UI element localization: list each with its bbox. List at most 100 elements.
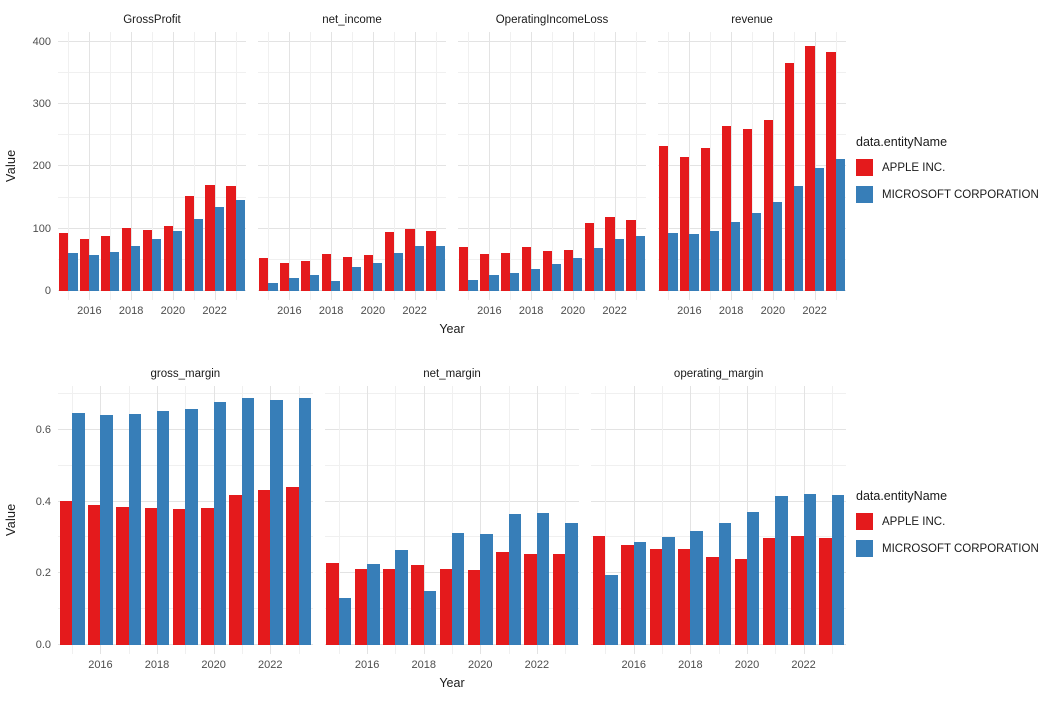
bar-microsoft-2022 bbox=[214, 206, 224, 291]
bar-microsoft-2017 bbox=[662, 537, 675, 645]
facet-OperatingIncomeLoss: OperatingIncomeLoss 2016 2018 2020 2022 bbox=[458, 8, 646, 320]
panel-net_margin bbox=[324, 386, 580, 654]
bar-apple-2017 bbox=[116, 506, 129, 645]
gridline-major bbox=[480, 386, 482, 654]
gridline-major bbox=[614, 32, 616, 300]
y-axis-title: Value bbox=[4, 149, 18, 183]
bar-apple-2019 bbox=[172, 509, 186, 645]
facets-row-margins: gross_margin 2016 2018 2020 2022 net_margin 20… bbox=[58, 362, 847, 674]
bar-apple-2022 bbox=[791, 536, 804, 645]
legend-label-apple: APPLE INC. bbox=[882, 161, 946, 174]
gridline-minor bbox=[310, 32, 312, 300]
legend: data.entityName APPLE INC. MICROSOFT COR… bbox=[856, 135, 1064, 213]
x-tick-label: 2018 bbox=[518, 305, 544, 317]
bar-apple-2023 bbox=[552, 554, 566, 645]
x-tick-label: 2022 bbox=[791, 659, 816, 671]
x-tick-label: 2018 bbox=[318, 305, 344, 317]
bar-apple-2021 bbox=[762, 538, 776, 645]
bar-apple-2020 bbox=[734, 558, 747, 645]
gridline-major bbox=[89, 32, 91, 300]
gridline-minor bbox=[668, 32, 670, 300]
bar-apple-2021 bbox=[184, 195, 194, 291]
x-tick-label: 2016 bbox=[677, 305, 702, 317]
bar-microsoft-2023 bbox=[635, 235, 645, 291]
gridline-minor bbox=[152, 32, 153, 300]
x-tick-label: 2022 bbox=[524, 659, 550, 671]
bar-apple-2019 bbox=[439, 569, 452, 645]
gridline-minor bbox=[268, 32, 270, 300]
x-tick-label: 2022 bbox=[202, 305, 227, 317]
figure-absolute-metrics: Value 0 100 200 300 400 GrossProfit 2016 2018 2… bbox=[2, 8, 1064, 340]
bar-microsoft-2015 bbox=[605, 575, 618, 645]
x-axis-title: Year bbox=[439, 322, 465, 336]
x-tick-label: 2018 bbox=[718, 305, 744, 317]
facet-title: GrossProfit bbox=[123, 14, 181, 26]
bar-apple-2020 bbox=[763, 120, 773, 291]
bar-microsoft-2021 bbox=[593, 247, 603, 291]
legend-label-apple: APPLE INC. bbox=[882, 515, 946, 528]
bar-apple-2019 bbox=[742, 129, 752, 291]
bar-apple-2015 bbox=[326, 563, 339, 645]
gridline-major bbox=[214, 32, 216, 300]
gridline-major bbox=[689, 32, 691, 300]
x-tick-label: 2020 bbox=[560, 305, 586, 317]
bar-apple-2017 bbox=[101, 236, 111, 291]
bar-microsoft-2019 bbox=[552, 264, 562, 291]
facet-title: gross_margin bbox=[150, 368, 221, 380]
plot-row: Value 0 100 200 300 400 GrossProfit 2016 2018 2… bbox=[2, 8, 846, 320]
x-tick-label: 2016 bbox=[277, 305, 302, 317]
bar-apple-2020 bbox=[563, 249, 573, 291]
gridline-major bbox=[289, 32, 291, 300]
bar-apple-2021 bbox=[584, 223, 594, 291]
gridline-minor bbox=[635, 32, 637, 300]
legend-swatch-apple bbox=[856, 159, 873, 176]
gridline-minor bbox=[68, 32, 70, 300]
bar-microsoft-2015 bbox=[468, 279, 478, 291]
y-tick-label: 0.0 bbox=[35, 639, 51, 651]
bar-apple-2015 bbox=[593, 535, 606, 645]
gridline-minor bbox=[793, 32, 795, 300]
figure-margin-metrics: Value 0.0 0.2 0.4 0.6 gross_margin 2016 2018 2… bbox=[2, 362, 1064, 694]
bar-apple-2015 bbox=[259, 257, 269, 291]
bar-microsoft-2019 bbox=[452, 533, 465, 645]
bar-apple-2016 bbox=[680, 156, 690, 291]
bar-apple-2018 bbox=[721, 125, 732, 291]
bar-apple-2023 bbox=[826, 52, 836, 291]
gridline-minor bbox=[235, 32, 237, 300]
bar-microsoft-2023 bbox=[435, 245, 445, 291]
bar-apple-2015 bbox=[59, 232, 69, 291]
bar-microsoft-2022 bbox=[414, 245, 424, 291]
x-axis-ticks: 2016 2018 2020 2022 bbox=[58, 654, 313, 674]
bar-apple-2017 bbox=[649, 548, 663, 645]
bar-apple-2019 bbox=[706, 556, 719, 645]
panel-net_income bbox=[258, 32, 446, 300]
gridline-minor bbox=[662, 386, 664, 654]
panel-gross_margin bbox=[58, 386, 313, 654]
panel-GrossProfit bbox=[58, 32, 246, 300]
x-axis-ticks: 2016 2018 2020 2022 bbox=[325, 654, 580, 674]
gridline-minor bbox=[752, 32, 753, 300]
x-tick-label: 2020 bbox=[468, 659, 493, 671]
bar-microsoft-2017 bbox=[710, 230, 720, 291]
gridline-minor bbox=[338, 386, 340, 654]
bar-microsoft-2021 bbox=[508, 514, 522, 645]
legend-title: data.entityName bbox=[856, 489, 948, 503]
x-tick-label: 2022 bbox=[602, 305, 627, 317]
gridline-minor bbox=[435, 32, 437, 300]
bar-apple-2022 bbox=[805, 45, 815, 291]
bar-apple-2016 bbox=[480, 253, 490, 291]
legend-label-microsoft: MICROSOFT CORPORATION bbox=[882, 542, 1039, 555]
x-tick-label: 2020 bbox=[201, 659, 226, 671]
bar-apple-2023 bbox=[226, 185, 236, 291]
bar-microsoft-2020 bbox=[772, 202, 783, 291]
plot-row: Value 0.0 0.2 0.4 0.6 gross_margin 2016 2018 2… bbox=[2, 362, 847, 674]
x-tick-label: 2020 bbox=[760, 305, 786, 317]
bar-apple-2021 bbox=[229, 495, 242, 645]
x-tick-label: 2016 bbox=[354, 659, 380, 671]
bar-microsoft-2017 bbox=[510, 272, 520, 291]
facet-title: net_margin bbox=[423, 368, 481, 380]
gridline-minor bbox=[710, 32, 712, 300]
bar-apple-2019 bbox=[342, 256, 352, 291]
panel-operating_margin bbox=[591, 386, 847, 654]
bar-apple-2022 bbox=[205, 184, 215, 291]
